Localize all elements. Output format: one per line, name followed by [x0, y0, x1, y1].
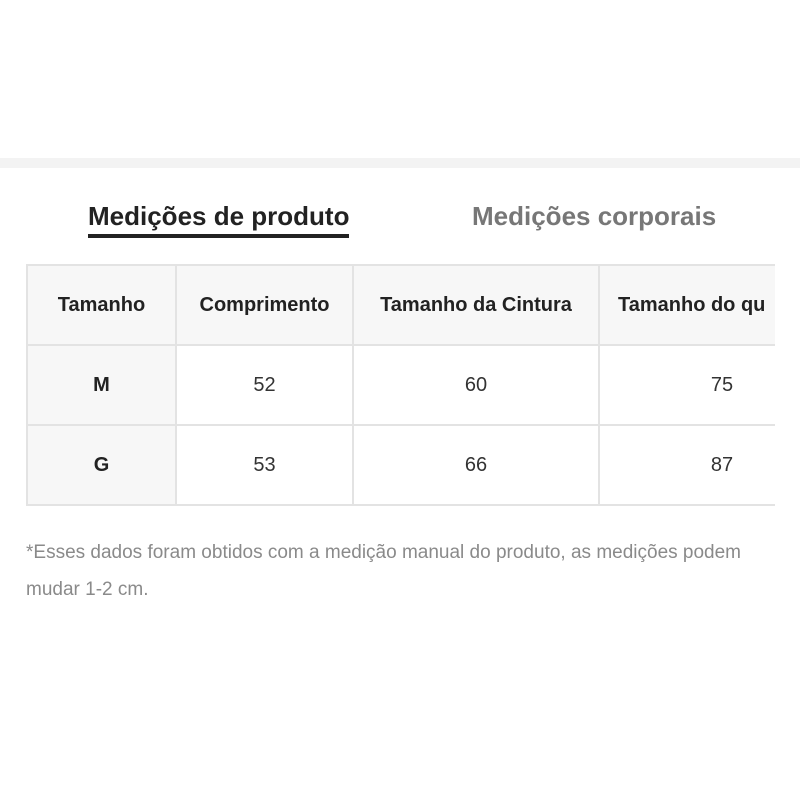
value-cell: 53: [175, 424, 354, 506]
value-cell: 66: [352, 424, 600, 506]
tab-body[interactable]: Medições corporais: [472, 201, 717, 231]
divider: [0, 158, 800, 168]
size-cell: G: [26, 424, 177, 506]
value-cell: 60: [352, 344, 600, 426]
table-row: G 53 66 87: [26, 424, 775, 506]
header-row: Tamanho Comprimento Tamanho da Cintura Tama…: [26, 264, 775, 346]
size-cell: M: [26, 344, 177, 426]
value-cell: 75: [598, 344, 775, 426]
header-cell: Tamanho: [26, 264, 177, 346]
table-row: M 52 60 75: [26, 344, 775, 426]
header-cell: Tamanho da Cintura: [352, 264, 600, 346]
table-container: Tamanho Comprimento Tamanho da Cintura Tama…: [26, 264, 775, 506]
value-cell: 52: [175, 344, 354, 426]
value-cell: 87: [598, 424, 775, 506]
header-cell: Tamanho do qu: [598, 264, 775, 346]
note: *Esses dados foram obtidos com a medição…: [26, 542, 742, 600]
table-body: M 52 60 75 G 53 66 87: [26, 344, 775, 506]
size-table: Tamanho Comprimento Tamanho da Cintura Tama…: [26, 264, 775, 506]
header-cell: Comprimento: [175, 264, 354, 346]
tab-product[interactable]: Medições de produto: [88, 201, 350, 238]
